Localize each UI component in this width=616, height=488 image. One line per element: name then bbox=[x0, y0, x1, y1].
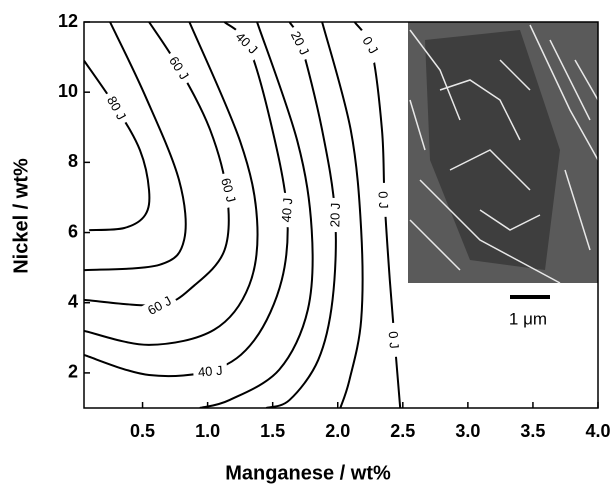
contour-label-bg bbox=[277, 192, 297, 228]
contour-label-bg bbox=[228, 25, 265, 61]
x-tick-label: 4.0 bbox=[585, 421, 610, 441]
contour-label-bg bbox=[285, 24, 315, 62]
contour-line bbox=[84, 22, 230, 307]
x-tick-label: 2.0 bbox=[325, 421, 350, 441]
contour-label: 20 J bbox=[285, 24, 315, 62]
contour-label: 40 J bbox=[277, 192, 297, 228]
contour-label: 0 J bbox=[384, 322, 404, 358]
micrograph-texture bbox=[409, 24, 599, 284]
contour-label-bg bbox=[216, 171, 241, 209]
contour-label-text: 40 J bbox=[197, 363, 223, 380]
contour-label: 60 J bbox=[140, 290, 179, 321]
contour-label-bg bbox=[384, 322, 404, 358]
contour-line bbox=[84, 22, 289, 378]
contours bbox=[84, 22, 402, 408]
x-axis-label: Manganese / wt% bbox=[225, 462, 391, 484]
micrograph-grain bbox=[425, 30, 560, 270]
contour-label-bg bbox=[101, 89, 132, 127]
contour-label: 0 J bbox=[354, 26, 386, 64]
y-tick-label: 8 bbox=[68, 151, 78, 171]
y-tick-label: 2 bbox=[68, 362, 78, 382]
contour-label: 40 J bbox=[192, 361, 228, 381]
y-axis-label: Nickel / wt% bbox=[10, 158, 32, 274]
x-tick-label: 1.0 bbox=[195, 421, 220, 441]
contour-label-text: 0 J bbox=[386, 331, 402, 349]
contour-label-bg bbox=[192, 361, 228, 381]
contour-label: 0 J bbox=[374, 182, 392, 218]
contour-line bbox=[84, 22, 259, 346]
contour-label: 80 J bbox=[101, 89, 132, 127]
contour-line bbox=[321, 22, 364, 408]
plot-frame bbox=[83, 21, 599, 409]
contour-label-text: 40 J bbox=[279, 197, 296, 223]
contour-label: 60 J bbox=[163, 49, 195, 87]
x-tick-label: 0.5 bbox=[130, 421, 155, 441]
contour-label: 20 J bbox=[326, 197, 344, 233]
contour-label-bg bbox=[140, 290, 179, 321]
contour-label-bg bbox=[163, 49, 195, 87]
scale-bar-label: 1 μm bbox=[509, 309, 547, 328]
contour-label-text: 20 J bbox=[327, 202, 343, 227]
x-tick-label: 3.0 bbox=[455, 421, 480, 441]
contour-label-bg bbox=[326, 197, 344, 233]
contour-label-bg bbox=[354, 26, 386, 64]
contour-line bbox=[84, 22, 187, 272]
contour-label-text: 60 J bbox=[218, 176, 239, 204]
y-tick-label: 10 bbox=[58, 81, 78, 101]
x-tick-label: 1.5 bbox=[260, 421, 285, 441]
x-tick-label: 2.5 bbox=[390, 421, 415, 441]
micrograph bbox=[408, 22, 599, 284]
x-tick-label: 3.5 bbox=[520, 421, 545, 441]
contour-label: 60 J bbox=[216, 171, 241, 209]
contour-line bbox=[199, 22, 314, 408]
y-tick-label: 12 bbox=[58, 11, 78, 31]
y-tick-label: 6 bbox=[68, 221, 78, 241]
y-tick-label: 4 bbox=[68, 291, 78, 311]
contour-label-bg bbox=[374, 182, 392, 218]
contour-line bbox=[84, 60, 151, 232]
contour-label-text: 0 J bbox=[376, 191, 392, 209]
